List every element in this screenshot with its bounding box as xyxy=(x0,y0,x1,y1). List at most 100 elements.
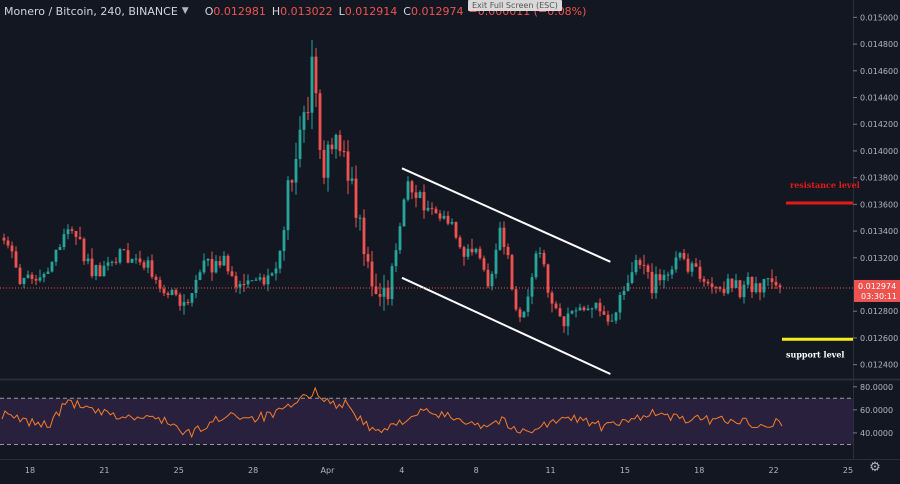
candle-body xyxy=(722,288,726,294)
candle-body xyxy=(366,254,370,262)
candle-body xyxy=(458,237,462,248)
candle-body xyxy=(286,180,290,231)
rsi-line xyxy=(1,386,783,439)
high-value: 0.013022 xyxy=(280,4,333,18)
candle-body xyxy=(378,293,382,297)
candle-body xyxy=(146,260,150,268)
low-label: L xyxy=(338,4,345,18)
candle-body xyxy=(574,310,578,312)
candle-body xyxy=(370,261,374,287)
candle-body xyxy=(18,267,22,285)
candle-body xyxy=(442,215,446,219)
candle-body xyxy=(334,134,338,150)
candle-body xyxy=(746,276,750,285)
candle-body xyxy=(482,258,486,270)
time-tick-label: 22 xyxy=(769,466,779,475)
candle-body xyxy=(414,192,418,198)
candle-body xyxy=(194,279,198,294)
candle-body xyxy=(630,272,634,283)
candle-body xyxy=(150,260,154,277)
candle-body xyxy=(634,260,638,273)
candle-body xyxy=(250,280,254,282)
candle-body xyxy=(130,258,134,263)
price-tick-label: 0.013200 xyxy=(860,254,898,263)
candle-body xyxy=(590,308,594,310)
candle-body xyxy=(606,314,610,322)
candle-body xyxy=(770,278,774,282)
candle-body xyxy=(418,192,422,198)
price-tick-label: 0.014400 xyxy=(860,94,898,103)
candle-body xyxy=(230,271,234,276)
candle-body xyxy=(118,249,122,263)
candle-body xyxy=(178,294,182,306)
price-tick-label: 0.013800 xyxy=(860,174,898,183)
candle-body xyxy=(170,289,174,296)
candle-body xyxy=(158,279,162,289)
candle-body xyxy=(294,158,298,183)
candle-body xyxy=(594,302,598,309)
symbol-title[interactable]: Monero / Bitcoin, 240, BINANCE xyxy=(4,4,178,18)
candle-body xyxy=(398,226,402,251)
close-value: 0.012974 xyxy=(410,4,464,18)
rsi-tick-label: 40.0000 xyxy=(860,429,893,438)
candle-body xyxy=(246,280,250,285)
candle-body xyxy=(394,250,398,267)
candle-body xyxy=(174,289,178,295)
candle-body xyxy=(650,271,654,294)
candle-body xyxy=(110,261,114,263)
resistance-label: resistance level xyxy=(790,180,860,190)
candle-body xyxy=(430,207,434,209)
candle-body xyxy=(750,276,754,293)
time-tick-label: Apr xyxy=(321,466,336,475)
candle-body xyxy=(478,248,482,259)
candle-body xyxy=(766,278,770,280)
price-tick-label: 0.012800 xyxy=(860,307,898,316)
chevron-down-icon[interactable]: ▼ xyxy=(181,6,189,16)
candle-body xyxy=(702,278,706,282)
close-label: C xyxy=(403,4,411,18)
candle-body xyxy=(254,279,258,281)
candle-body xyxy=(710,283,714,288)
last-price-label: 0.012974 xyxy=(858,282,896,291)
support-label: support level xyxy=(786,349,844,359)
candle-body xyxy=(558,308,562,317)
time-tick-label: 18 xyxy=(694,466,704,475)
candle-body xyxy=(314,56,318,94)
price-tick-label: 0.014600 xyxy=(860,67,898,76)
price-tick-label: 0.015000 xyxy=(860,13,898,22)
candle-body xyxy=(258,277,262,280)
candle-body xyxy=(438,213,442,219)
candle-body xyxy=(518,309,522,318)
candle-body xyxy=(22,277,26,285)
candle-body xyxy=(58,247,62,250)
gear-icon[interactable]: ⚙ xyxy=(869,460,881,475)
candle-body xyxy=(222,255,226,266)
candle-body xyxy=(354,178,358,218)
candle-body xyxy=(454,222,458,238)
candle-body xyxy=(350,178,354,181)
exit-fullscreen-button[interactable]: Exit Full Screen (ESC) xyxy=(468,0,562,11)
candle-body xyxy=(682,253,686,259)
candle-body xyxy=(778,285,782,288)
candle-body xyxy=(690,263,694,272)
candle-body xyxy=(282,230,286,251)
candle-body xyxy=(82,238,86,262)
candle-body xyxy=(26,274,30,278)
candle-body xyxy=(514,289,518,310)
candle-body xyxy=(774,281,778,286)
candle-body xyxy=(154,276,158,280)
candle-body xyxy=(550,292,554,304)
candle-body xyxy=(318,93,322,150)
candle-body xyxy=(342,151,346,153)
candle-body xyxy=(658,274,662,281)
time-tick-label: 28 xyxy=(248,466,258,475)
candle-body xyxy=(198,272,202,280)
candle-body xyxy=(134,258,138,260)
candle-body xyxy=(310,56,314,113)
rsi-tick-label: 80.0000 xyxy=(860,383,893,392)
candle-body xyxy=(674,257,678,270)
candle-body xyxy=(266,275,270,285)
candle-body xyxy=(290,180,294,183)
candle-body xyxy=(30,274,34,279)
